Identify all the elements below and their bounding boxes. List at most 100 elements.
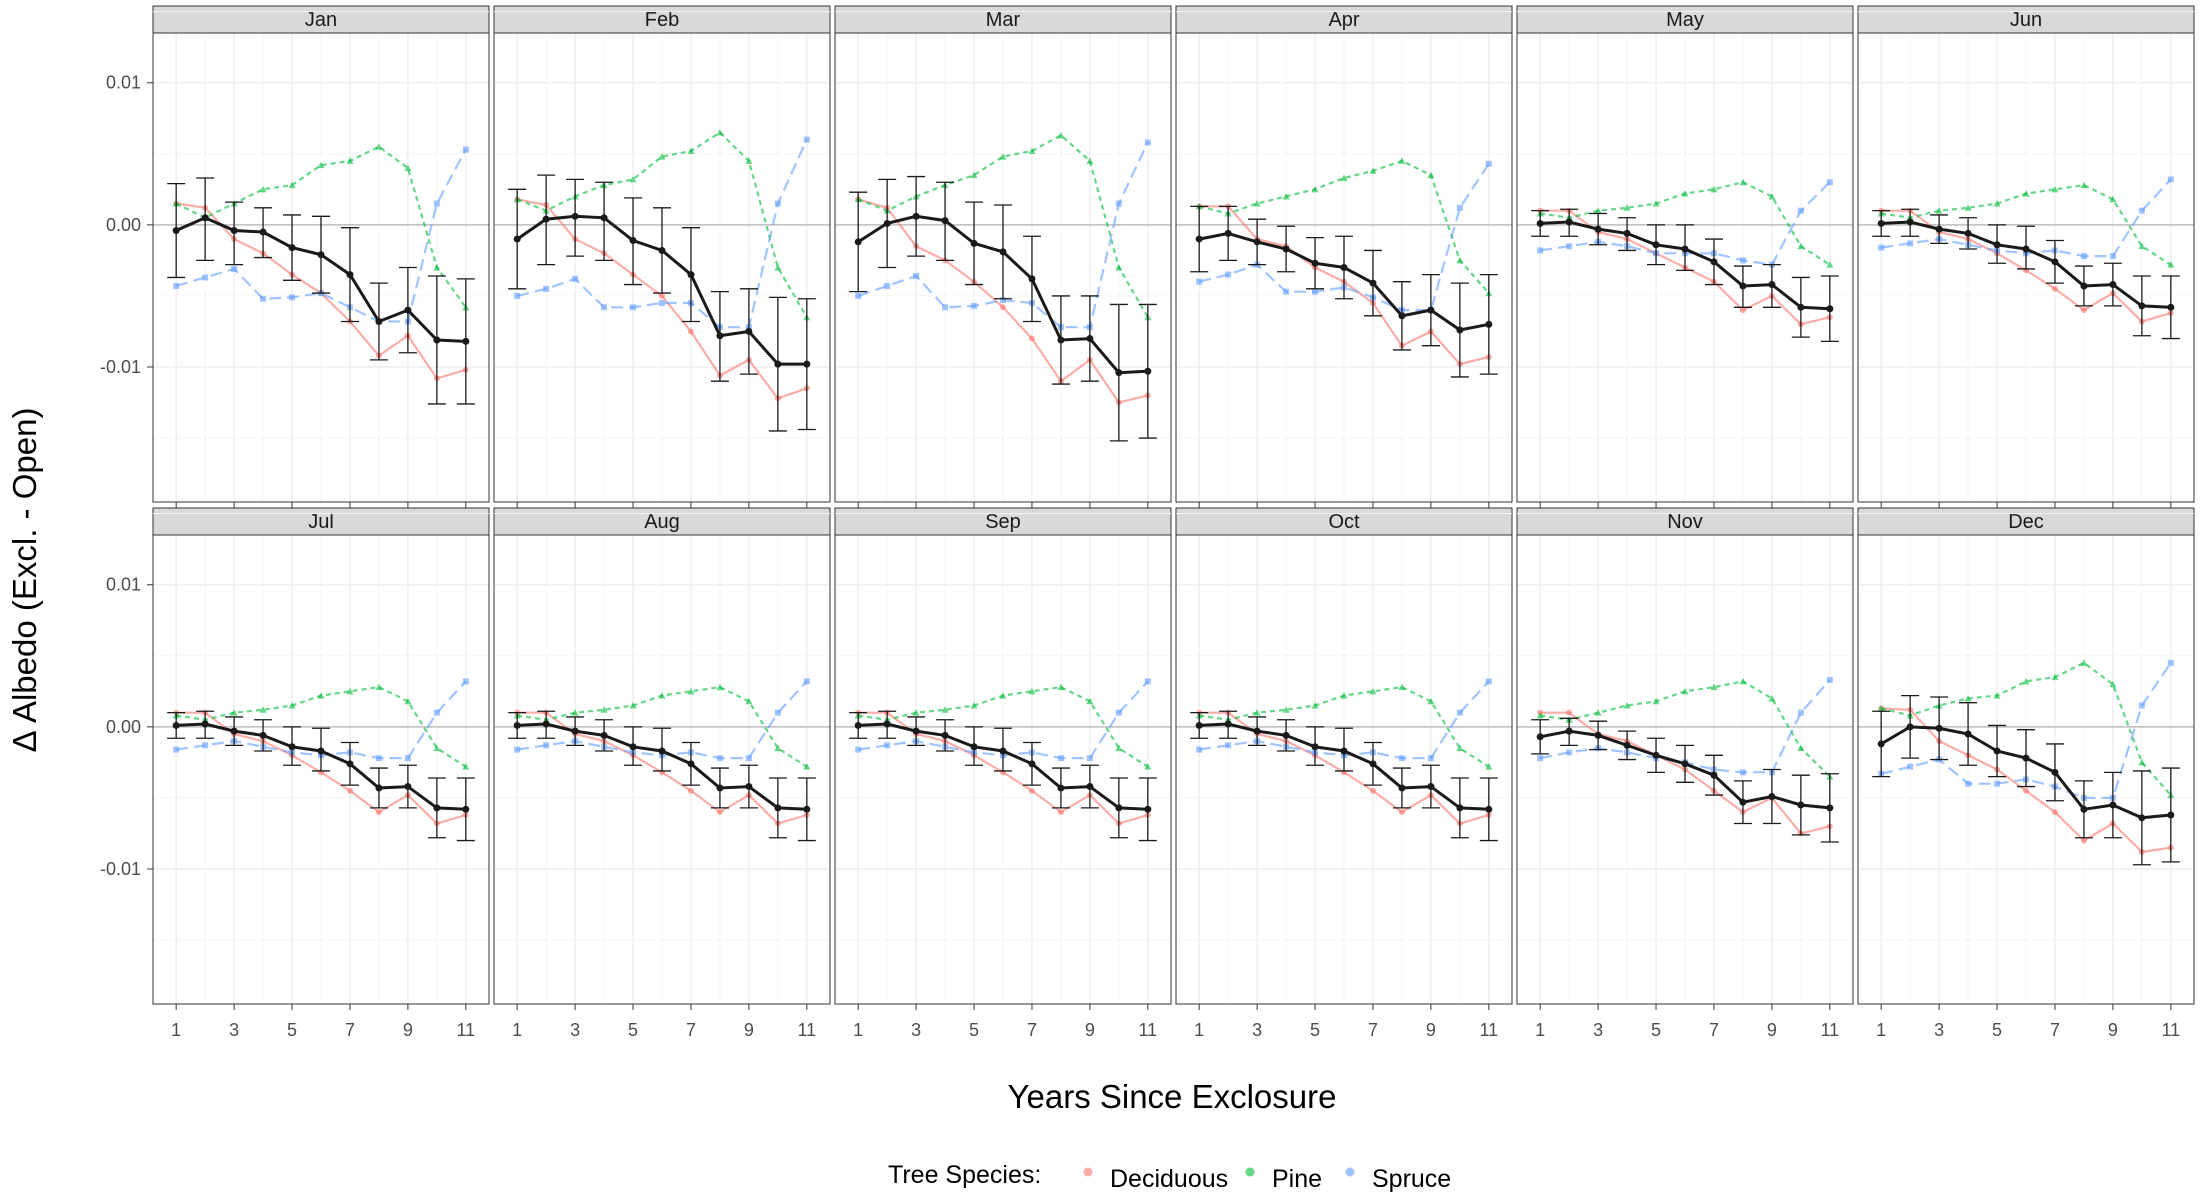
x-tick-label: 11 xyxy=(456,1020,475,1040)
point-spruce xyxy=(1196,278,1203,285)
point-mean xyxy=(317,251,325,259)
x-tick-label: 7 xyxy=(686,1020,696,1040)
point-mean xyxy=(912,212,920,220)
point-mean xyxy=(201,214,209,222)
point-mean xyxy=(883,219,891,227)
x-tick-label: 9 xyxy=(1426,1020,1436,1040)
panel-border xyxy=(834,534,1172,1005)
point-pine xyxy=(1057,131,1065,139)
point-spruce xyxy=(884,742,891,749)
point-mean xyxy=(1028,275,1036,283)
point-spruce xyxy=(1826,179,1833,186)
point-mean xyxy=(1253,727,1261,735)
strip-oct xyxy=(1175,507,1513,536)
point-mean xyxy=(1115,369,1123,377)
point-mean xyxy=(1623,741,1631,749)
panel-sep: Sep xyxy=(834,507,1172,1005)
point-spruce xyxy=(1283,288,1290,295)
point-mean xyxy=(288,743,296,751)
point-mean xyxy=(629,743,637,751)
panel-border xyxy=(1857,32,2195,503)
point-mean xyxy=(1797,303,1805,311)
x-tick-label: 5 xyxy=(287,1020,297,1040)
point-pine xyxy=(1311,702,1319,709)
point-mean xyxy=(1057,336,1065,344)
strip-label: Aug xyxy=(644,511,680,533)
point-mean xyxy=(1594,731,1602,739)
point-pine xyxy=(999,692,1007,699)
point-mean xyxy=(2167,303,2175,311)
point-spruce xyxy=(1456,204,1463,211)
point-pine xyxy=(716,128,724,136)
legend-item-pine: Pine xyxy=(1245,1165,1322,1193)
panel-apr: Apr xyxy=(1175,5,1513,503)
point-pine xyxy=(1739,178,1747,186)
point-spruce xyxy=(1965,780,1972,787)
point-pine xyxy=(1427,171,1435,179)
legend-label: Deciduous xyxy=(1110,1165,1228,1193)
point-spruce xyxy=(1456,709,1463,716)
point-pine xyxy=(1427,697,1435,705)
point-spruce xyxy=(1537,247,1544,254)
point-pine xyxy=(1681,687,1689,695)
point-mean xyxy=(745,783,753,791)
point-pine xyxy=(941,706,949,713)
x-tick-label: 1 xyxy=(1194,1020,1204,1040)
point-spruce xyxy=(1225,742,1232,749)
point-mean xyxy=(1652,241,1660,249)
point-mean xyxy=(745,327,753,335)
point-pine xyxy=(375,143,383,150)
point-spruce xyxy=(2109,253,2116,260)
x-tick-label: 1 xyxy=(512,1020,522,1040)
point-pine xyxy=(745,157,753,164)
point-spruce xyxy=(913,273,920,280)
point-spruce xyxy=(1739,769,1746,776)
x-tick-label: 3 xyxy=(911,1020,921,1040)
point-mean xyxy=(716,784,724,792)
point-mean xyxy=(1456,326,1464,334)
point-spruce xyxy=(774,709,781,716)
point-pine xyxy=(1028,687,1036,695)
strip-label: Jul xyxy=(308,511,334,533)
point-mean xyxy=(375,784,383,792)
point-pine xyxy=(259,706,267,713)
x-tick-label: 3 xyxy=(1934,1020,1944,1040)
legend-swatch xyxy=(1083,1167,1093,1177)
point-mean xyxy=(259,731,267,739)
x-tick-label: 9 xyxy=(2108,1020,2118,1040)
point-mean xyxy=(1427,306,1435,314)
legend-label: Spruce xyxy=(1372,1165,1451,1193)
point-mean xyxy=(1652,751,1660,759)
point-deciduous xyxy=(2080,307,2087,314)
y-axis-title: Δ Albedo (Excl. - Open) xyxy=(6,408,43,753)
strip-feb xyxy=(493,5,831,34)
x-tick-label: 3 xyxy=(1252,1020,1262,1040)
x-tick-label: 9 xyxy=(744,1020,754,1040)
point-mean xyxy=(571,727,579,735)
point-mean xyxy=(1369,760,1377,768)
point-mean xyxy=(600,731,608,739)
point-spruce xyxy=(855,292,862,299)
point-spruce xyxy=(774,200,781,207)
panel-border xyxy=(834,32,1172,503)
point-spruce xyxy=(601,304,608,311)
point-spruce xyxy=(855,746,862,753)
point-spruce xyxy=(543,285,550,292)
x-tick-label: 5 xyxy=(969,1020,979,1040)
point-mean xyxy=(462,337,470,345)
legend-item-spruce: Spruce xyxy=(1345,1165,1451,1193)
point-mean xyxy=(433,336,441,344)
point-pine xyxy=(716,683,724,691)
point-mean xyxy=(1456,804,1464,812)
point-deciduous xyxy=(1000,304,1006,311)
point-pine xyxy=(1340,692,1348,699)
point-pine xyxy=(658,153,666,160)
point-pine xyxy=(230,709,238,716)
point-pine xyxy=(1456,744,1464,752)
panel-feb: Feb xyxy=(493,5,831,503)
point-mean xyxy=(854,721,862,729)
point-pine xyxy=(462,763,470,770)
point-mean xyxy=(999,248,1007,256)
point-mean xyxy=(1282,731,1290,739)
point-mean xyxy=(201,720,209,728)
